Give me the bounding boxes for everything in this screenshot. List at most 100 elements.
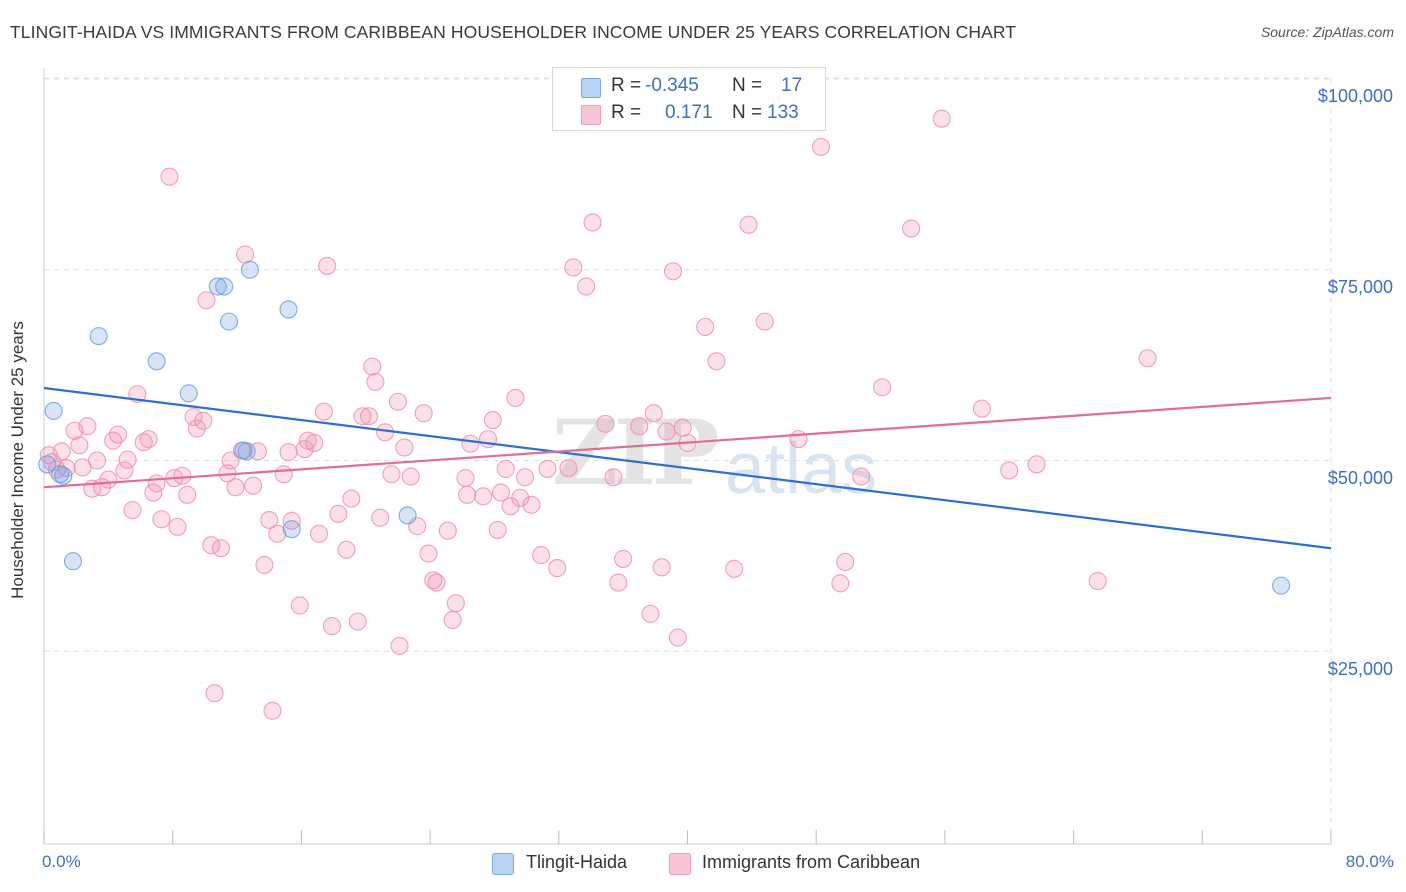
data-point-tlingit-haida (54, 466, 73, 485)
data-point-tlingit-haida (237, 442, 256, 461)
data-point-caribbean (696, 317, 715, 337)
data-point-caribbean (614, 549, 633, 568)
data-point-caribbean (211, 539, 231, 558)
data-point-caribbean (134, 433, 153, 452)
y-tick-label-100000: $100,000 (1317, 86, 1393, 106)
data-point-caribbean (755, 312, 774, 331)
bottom-legend-swatch-blue (492, 853, 514, 875)
trend-line-tlingit-haida (43, 386, 1332, 550)
legend-r-value: -0.345 (645, 75, 699, 96)
data-point-caribbean (506, 388, 525, 407)
data-point-caribbean (337, 540, 356, 559)
data-point-caribbean (419, 544, 438, 563)
data-point-caribbean (902, 219, 921, 238)
data-point-caribbean (673, 418, 692, 437)
data-point-caribbean (474, 487, 493, 506)
data-point-caribbean (187, 419, 206, 438)
data-point-caribbean (852, 467, 871, 486)
data-point-caribbean (366, 372, 385, 391)
data-point-caribbean (641, 604, 660, 623)
data-point-caribbean (972, 399, 991, 418)
data-point-caribbean (483, 411, 502, 430)
data-point-caribbean (538, 459, 557, 478)
data-point-caribbean (652, 558, 671, 577)
data-point-caribbean (707, 352, 726, 371)
data-point-caribbean (160, 167, 179, 186)
data-point-caribbean (123, 501, 142, 520)
legend-n-label: N = (732, 102, 763, 123)
data-point-caribbean (329, 504, 348, 523)
data-point-caribbean (318, 256, 337, 275)
data-point-caribbean (515, 468, 535, 487)
y-tick-label-50000: $50,000 (1327, 468, 1393, 488)
data-point-caribbean (363, 357, 382, 376)
data-point-caribbean (279, 443, 298, 462)
data-point-caribbean (811, 137, 831, 156)
data-point-tlingit-haida (240, 260, 259, 279)
data-point-caribbean (290, 596, 309, 615)
data-point-caribbean (202, 536, 221, 555)
data-point-tlingit-haida (89, 327, 108, 346)
data-point-caribbean (314, 402, 333, 421)
data-point-caribbean (305, 433, 324, 453)
data-point-caribbean (274, 465, 293, 484)
data-point-caribbean (173, 466, 192, 485)
y-tick-label-25000: $25,000 (1327, 659, 1393, 679)
data-point-caribbean (70, 436, 89, 455)
watermark-atlas: atlas (725, 429, 878, 509)
data-point-caribbean (388, 392, 407, 411)
data-point-tlingit-haida (282, 520, 301, 539)
data-point-caribbean (836, 552, 855, 572)
data-point-caribbean (353, 407, 372, 426)
data-point-caribbean (424, 571, 443, 590)
data-point-caribbean (197, 291, 216, 310)
data-point-caribbean (268, 524, 287, 543)
data-point-caribbean (725, 559, 744, 578)
data-point-tlingit-haida (208, 277, 227, 296)
data-point-caribbean (184, 407, 203, 427)
data-point-caribbean (491, 483, 510, 502)
data-point-caribbean (522, 495, 541, 514)
correlation-legend: R = -0.345 N = 17 R = 0.171 N = 133 (552, 67, 826, 131)
data-point-caribbean (496, 459, 515, 478)
data-point-caribbean (663, 262, 683, 281)
data-point-caribbean (456, 468, 475, 488)
data-point-caribbean (395, 438, 414, 457)
data-point-caribbean (577, 277, 596, 296)
data-point-caribbean (236, 245, 255, 264)
data-point-caribbean (168, 517, 187, 536)
data-point-tlingit-haida (63, 552, 83, 571)
legend-n-label: N = (732, 75, 763, 96)
data-point-caribbean (789, 430, 808, 449)
data-point-caribbean (194, 411, 213, 430)
data-point-caribbean (205, 684, 224, 703)
bottom-legend-swatch-pink (669, 853, 691, 875)
data-point-caribbean (559, 459, 578, 478)
data-point-tlingit-haida (219, 312, 239, 331)
x-tick-label-min: 0.0% (42, 852, 81, 871)
data-point-caribbean (244, 476, 263, 495)
data-point-caribbean (873, 378, 892, 397)
legend-n-value: 133 (767, 102, 799, 123)
data-point-caribbean (382, 465, 401, 484)
data-point-tlingit-haida (51, 465, 70, 484)
data-point-caribbean (115, 461, 134, 480)
data-point-caribbean (178, 485, 197, 504)
data-point-caribbean (548, 559, 567, 578)
bottom-legend-label: Tlingit-Haida (526, 852, 628, 872)
data-point-caribbean (1027, 455, 1046, 474)
data-point-caribbean (446, 594, 465, 613)
data-point-tlingit-haida (179, 384, 198, 403)
data-point-caribbean (260, 510, 279, 530)
legend-r-label: R = (611, 75, 642, 96)
data-point-caribbean (152, 510, 171, 529)
data-point-caribbean (118, 450, 137, 469)
data-point-caribbean (342, 489, 361, 508)
data-point-caribbean (88, 451, 107, 470)
data-point-caribbean (511, 488, 530, 507)
data-point-caribbean (322, 617, 342, 636)
data-point-caribbean (255, 555, 274, 575)
legend-swatch-pink (581, 105, 601, 125)
source-note: Source: ZipAtlas.com (1260, 24, 1394, 40)
